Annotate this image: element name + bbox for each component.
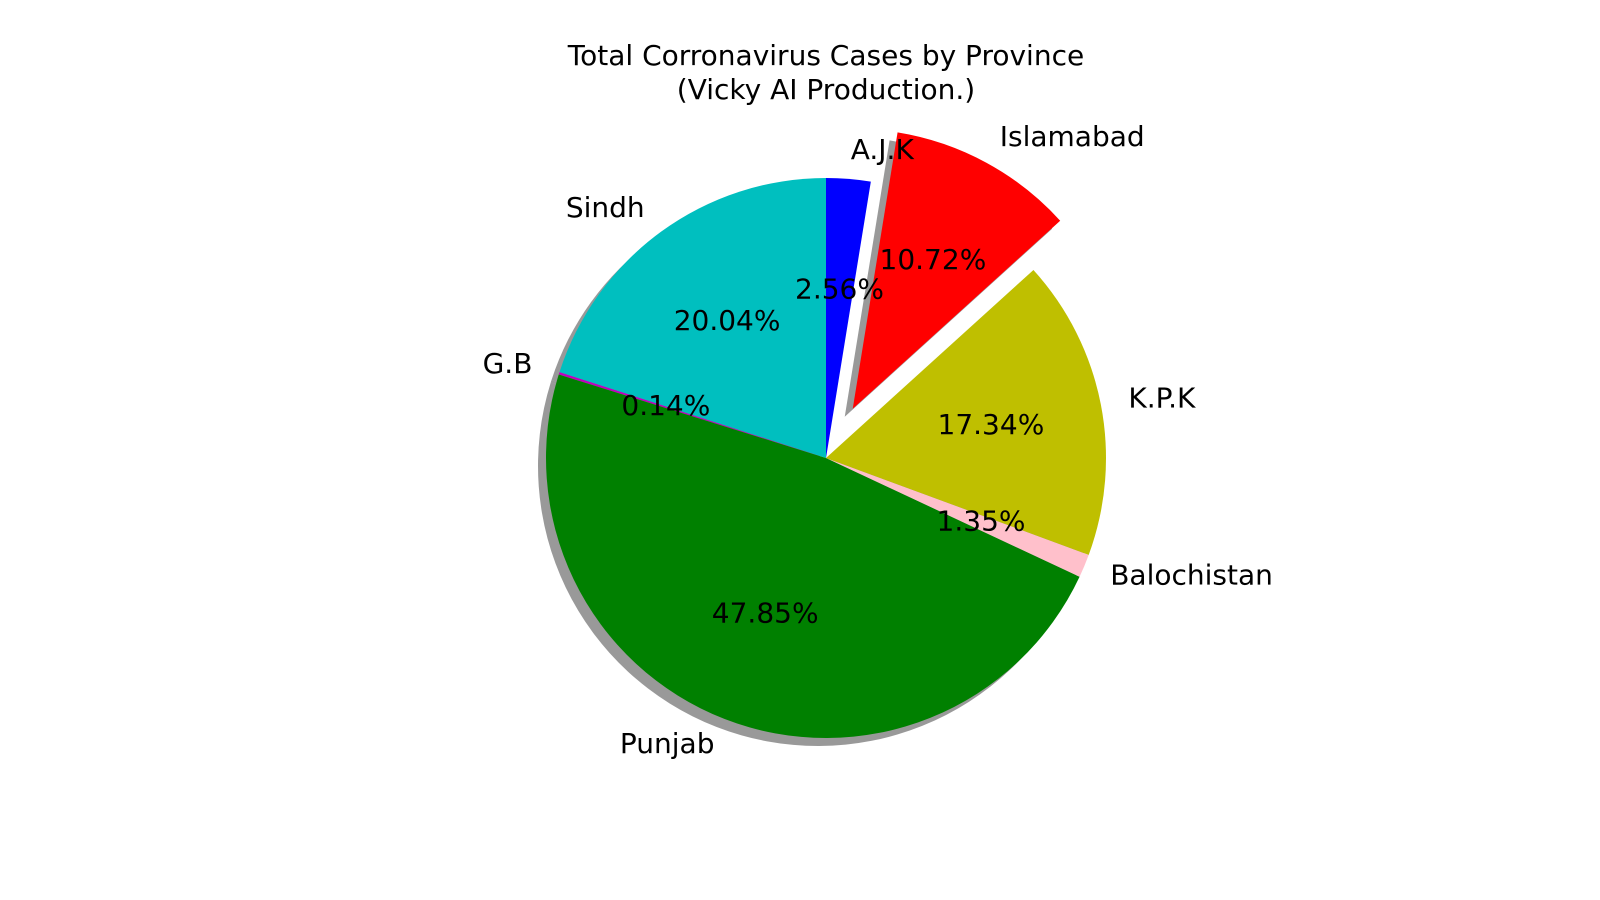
slice-pct-a-j-k: 2.56%: [795, 273, 884, 306]
chart-title: Total Corronavirus Cases by Province: [567, 39, 1084, 72]
chart-subtitle: (Vicky AI Production.): [677, 73, 975, 106]
slice-pct-k-p-k: 17.34%: [938, 408, 1045, 441]
slice-label-g-b: G.B: [483, 347, 533, 380]
slice-g-b: [558, 372, 826, 458]
slice-layer: [546, 132, 1106, 738]
slice-sindh: [559, 178, 826, 458]
slice-label-sindh: Sindh: [566, 191, 645, 224]
slice-pct-balochistan: 1.35%: [937, 505, 1026, 538]
slice-pct-g-b: 0.14%: [621, 389, 710, 422]
slice-label-k-p-k: K.P.K: [1128, 381, 1196, 414]
label-layer: Sindh 20.04% G.B 0.14% Punjab 47.85% Balochist…: [483, 120, 1273, 760]
slice-pct-sindh: 20.04%: [674, 304, 781, 337]
slice-label-islamabad: Islamabad: [1000, 120, 1145, 153]
slice-pct-punjab: 47.85%: [712, 597, 819, 630]
slice-k-p-k: [826, 269, 1106, 555]
slice-label-a-j-k: A.J.K: [851, 133, 915, 166]
slice-punjab: [546, 374, 1080, 738]
slice-balochistan: [826, 458, 1089, 577]
slice-label-balochistan: Balochistan: [1110, 559, 1273, 592]
slice-a-j-k: [826, 178, 871, 458]
slice-label-punjab: Punjab: [620, 727, 715, 760]
slice-islamabad: [852, 132, 1061, 409]
slice-pct-islamabad: 10.72%: [880, 243, 987, 276]
